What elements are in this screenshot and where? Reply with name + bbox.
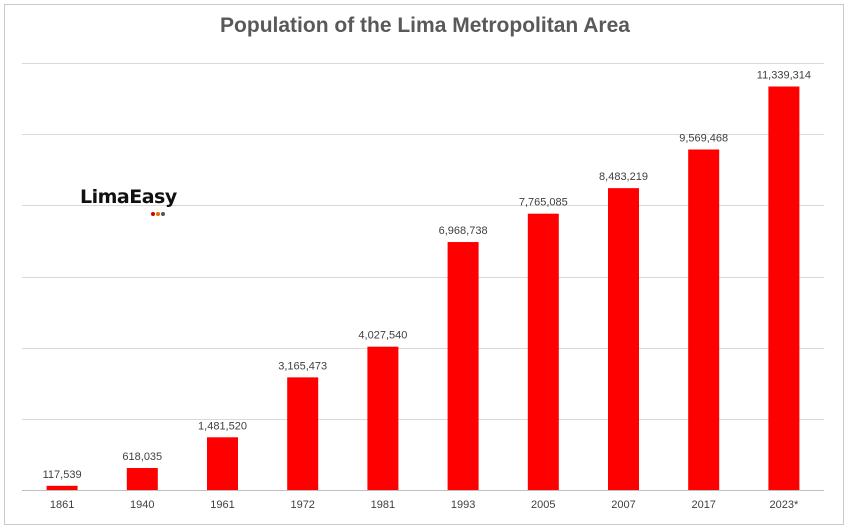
data-label: 7,765,085 [519, 197, 568, 209]
data-label: 4,027,540 [358, 330, 407, 342]
data-label: 9,569,468 [679, 132, 728, 144]
x-tick-label: 2007 [611, 499, 635, 511]
x-tick-label: 1981 [371, 499, 395, 511]
bar-1981 [367, 346, 399, 490]
data-label: 8,483,219 [599, 171, 648, 183]
x-tick-label: 1861 [50, 499, 74, 511]
bar-1861 [46, 485, 78, 490]
bar-1961 [207, 437, 238, 490]
data-label: 6,968,738 [439, 225, 488, 237]
bar-1940 [126, 468, 158, 490]
x-tick-label: 1993 [451, 499, 475, 511]
bar-2007 [608, 188, 639, 490]
logo-dot [161, 212, 165, 217]
data-labels: 117,539 618,035 1,481,520 3,165,473 4,027,54… [43, 70, 811, 481]
data-label: 618,035 [122, 451, 162, 463]
x-tick-label: 2005 [531, 499, 555, 511]
data-label: 11,339,314 [757, 70, 811, 82]
x-tick-label: 1972 [290, 499, 314, 511]
bar-1972 [287, 377, 319, 490]
x-tick-label: 2023* [770, 499, 799, 511]
logo-dot [151, 212, 155, 217]
bar-2023* [768, 86, 800, 491]
logo-dots [151, 205, 166, 223]
bar-2017 [688, 149, 720, 490]
x-tick-label: 1961 [210, 499, 234, 511]
data-label: 3,165,473 [278, 360, 327, 372]
limaeasy-logo: LimaEasy [80, 186, 177, 208]
logo-dot [156, 212, 160, 217]
x-axis-tick-labels: 1861 1940 1961 1972 1981 1993 2005 2007 2017 2023… [50, 499, 799, 511]
bar-2005 [527, 213, 559, 491]
bars [46, 86, 800, 491]
data-label: 1,481,520 [198, 420, 247, 432]
bar-1993 [447, 242, 479, 490]
chart-title: Population of the Lima Metropolitan Area [220, 14, 630, 37]
x-tick-label: 2017 [691, 499, 715, 511]
data-label: 117,539 [43, 469, 82, 481]
x-tick-label: 1940 [130, 499, 154, 511]
